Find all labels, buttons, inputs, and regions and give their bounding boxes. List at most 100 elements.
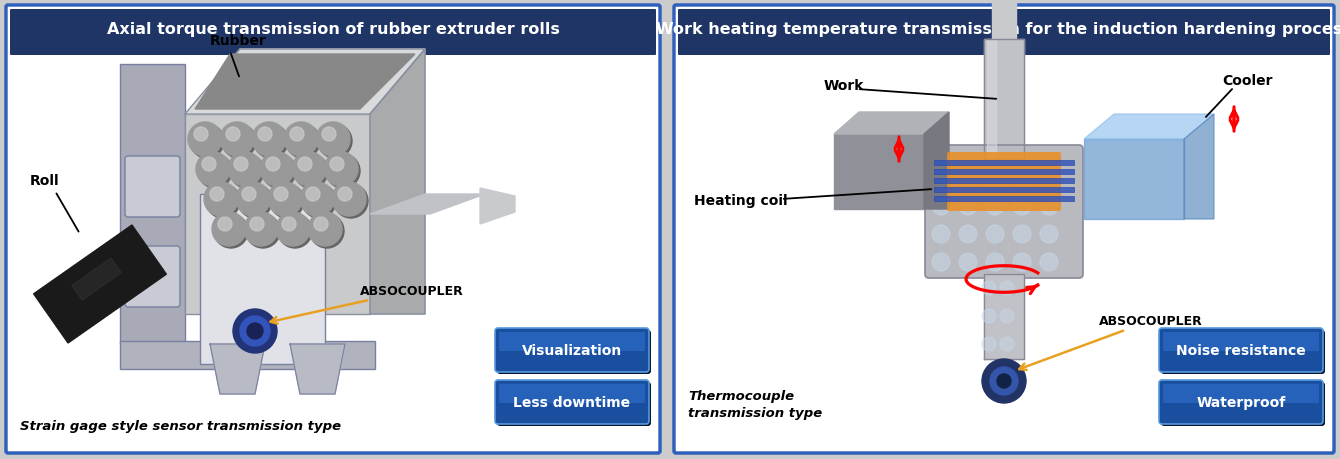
Circle shape — [244, 213, 277, 246]
FancyBboxPatch shape — [121, 65, 185, 344]
Text: Work heating temperature transmission for the induction hardening process: Work heating temperature transmission fo… — [657, 22, 1340, 37]
Polygon shape — [185, 50, 425, 115]
Circle shape — [959, 197, 977, 216]
Circle shape — [239, 185, 272, 218]
Circle shape — [233, 309, 277, 353]
FancyBboxPatch shape — [9, 10, 657, 56]
Text: Strain gage style sensor transmission type: Strain gage style sensor transmission ty… — [20, 419, 342, 432]
Circle shape — [204, 183, 239, 217]
Text: Less downtime: Less downtime — [513, 395, 631, 409]
Circle shape — [986, 253, 1004, 271]
Circle shape — [284, 123, 318, 157]
Circle shape — [933, 170, 950, 188]
Bar — [934, 196, 1073, 202]
Polygon shape — [988, 40, 996, 160]
Circle shape — [982, 359, 1026, 403]
Circle shape — [281, 218, 296, 231]
FancyBboxPatch shape — [497, 382, 651, 426]
Text: Roll: Roll — [29, 174, 59, 188]
Circle shape — [959, 170, 977, 188]
Circle shape — [234, 157, 248, 172]
FancyBboxPatch shape — [674, 6, 1335, 453]
Circle shape — [986, 197, 1004, 216]
Circle shape — [1000, 281, 1014, 295]
Polygon shape — [992, 0, 1016, 50]
Circle shape — [260, 153, 293, 187]
Polygon shape — [196, 55, 415, 110]
Circle shape — [251, 218, 264, 231]
Circle shape — [196, 153, 230, 187]
Circle shape — [310, 214, 344, 248]
Circle shape — [230, 155, 264, 189]
Circle shape — [206, 185, 240, 218]
Polygon shape — [833, 113, 949, 134]
Circle shape — [982, 337, 996, 351]
Circle shape — [247, 323, 263, 339]
FancyBboxPatch shape — [185, 115, 370, 314]
Circle shape — [247, 214, 280, 248]
Circle shape — [986, 225, 1004, 243]
Circle shape — [322, 128, 336, 142]
Circle shape — [1000, 309, 1014, 323]
Circle shape — [198, 155, 232, 189]
Bar — [934, 170, 1073, 174]
Circle shape — [243, 188, 256, 202]
Circle shape — [316, 123, 350, 157]
Circle shape — [300, 183, 334, 217]
FancyBboxPatch shape — [498, 384, 645, 403]
Circle shape — [1013, 170, 1030, 188]
Circle shape — [240, 316, 269, 346]
Polygon shape — [1084, 115, 1214, 140]
Circle shape — [308, 213, 342, 246]
Bar — [934, 161, 1073, 166]
Circle shape — [997, 374, 1010, 388]
Circle shape — [194, 128, 208, 142]
Circle shape — [326, 155, 360, 189]
Circle shape — [190, 125, 224, 159]
Circle shape — [324, 153, 358, 187]
Circle shape — [268, 183, 302, 217]
FancyBboxPatch shape — [947, 153, 1061, 212]
Text: Waterproof: Waterproof — [1197, 395, 1285, 409]
FancyBboxPatch shape — [1160, 382, 1325, 426]
Circle shape — [269, 185, 304, 218]
Circle shape — [292, 153, 326, 187]
Circle shape — [1040, 225, 1059, 243]
Text: Noise resistance: Noise resistance — [1177, 343, 1306, 357]
FancyBboxPatch shape — [498, 332, 645, 351]
FancyBboxPatch shape — [678, 10, 1331, 56]
Circle shape — [982, 309, 996, 323]
Circle shape — [302, 185, 336, 218]
Circle shape — [276, 213, 310, 246]
Circle shape — [933, 197, 950, 216]
Text: ABSOCOUPLER: ABSOCOUPLER — [1020, 314, 1203, 370]
Text: Rubber: Rubber — [210, 34, 267, 48]
FancyBboxPatch shape — [125, 246, 180, 308]
Circle shape — [933, 225, 950, 243]
Circle shape — [297, 157, 312, 172]
FancyBboxPatch shape — [125, 157, 180, 218]
Circle shape — [273, 188, 288, 202]
Circle shape — [226, 128, 240, 142]
Circle shape — [332, 183, 366, 217]
FancyBboxPatch shape — [5, 6, 661, 453]
Circle shape — [314, 218, 328, 231]
Circle shape — [255, 125, 288, 159]
FancyBboxPatch shape — [1159, 328, 1323, 372]
Polygon shape — [370, 50, 425, 314]
Circle shape — [220, 123, 255, 157]
Text: Visualization: Visualization — [521, 343, 622, 357]
Circle shape — [263, 155, 296, 189]
Circle shape — [959, 253, 977, 271]
Text: Work: Work — [824, 79, 864, 93]
Circle shape — [1013, 225, 1030, 243]
Circle shape — [1040, 197, 1059, 216]
Circle shape — [986, 170, 1004, 188]
Circle shape — [338, 188, 352, 202]
Circle shape — [252, 123, 285, 157]
Circle shape — [289, 128, 304, 142]
Circle shape — [293, 155, 328, 189]
FancyBboxPatch shape — [1163, 332, 1319, 351]
Circle shape — [222, 125, 256, 159]
Text: Cooler: Cooler — [1222, 74, 1273, 88]
